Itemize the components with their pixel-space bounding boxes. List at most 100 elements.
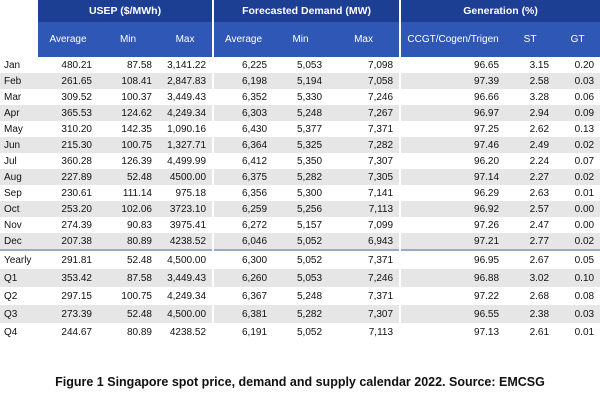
table-cell: 2.58	[505, 73, 556, 89]
table-cell: 100.75	[98, 137, 158, 153]
table-cell: 1,327.71	[158, 137, 214, 153]
table-cell: 5,330	[297, 91, 323, 103]
table-cell: 5,256	[273, 201, 329, 217]
table-row: Q1 353.42 87.58 3,449.43 6,260 5,053 7,246 96.8…	[0, 269, 600, 287]
row-label: Jun	[0, 137, 38, 153]
table-cell: 0.03	[555, 305, 600, 323]
table-row: Q4 244.67 80.89 4238.52 6,191 5,052 7,113 97.13…	[0, 323, 600, 341]
table-cell: 5,053	[297, 59, 323, 71]
table-cell: 6,943	[328, 233, 401, 250]
column-header: Min	[98, 22, 158, 57]
table-cell: 7,058	[328, 73, 401, 89]
table-cell: 7,141	[368, 187, 394, 199]
table-cell: 108.41	[98, 73, 158, 89]
table-cell: 7,246	[368, 91, 394, 103]
table-cell: 5,052	[273, 249, 329, 269]
table-cell: 0.07	[574, 155, 595, 167]
table-cell: 100.75	[121, 290, 152, 302]
table-cell: 111.14	[122, 187, 152, 199]
table-cell: 7,113	[328, 201, 401, 217]
table-cell: 2.38	[505, 305, 556, 323]
table-cell: 52.48	[98, 169, 158, 185]
table-cell: 0.09	[555, 105, 600, 121]
table-row: Yearly 291.81 52.48 4,500.00 6,300 5,052 7,371…	[0, 249, 600, 269]
table-cell: 6,272	[212, 217, 274, 233]
column-header: ST	[505, 22, 556, 57]
table-cell: 0.03	[555, 73, 600, 89]
column-header-row: Average Min Max Average Min Max CCGT/Cogen/Tri…	[0, 22, 600, 57]
table-cell: 7,307	[368, 155, 394, 167]
row-label: Jan	[4, 59, 21, 71]
table-cell: 97.39	[399, 73, 506, 89]
table-cell: 6,356	[212, 185, 274, 201]
row-label: May	[4, 123, 23, 135]
table-cell: 96.88	[399, 269, 506, 287]
table-row: May 310.20 142.35 1,090.16 6,430 5,377 7,371 97…	[0, 121, 600, 137]
table-cell: 5,248	[297, 290, 323, 302]
table-cell: 3.15	[529, 59, 550, 71]
table-cell: 2.49	[505, 137, 556, 153]
table-cell: 5,325	[273, 137, 329, 153]
table-cell: 87.58	[126, 59, 152, 71]
table-cell: 96.95	[399, 249, 506, 269]
table-cell: 2.77	[505, 233, 556, 250]
table-row: Q3 273.39 52.48 4,500.00 6,381 5,282 7,307 96.5…	[0, 305, 600, 323]
table-cell: 0.00	[555, 201, 600, 217]
table-cell: 5,248	[273, 105, 329, 121]
row-label: Q2	[4, 290, 18, 302]
table-cell: 975.18	[175, 187, 207, 199]
table-cell: 80.89	[126, 326, 152, 338]
table-cell: 7,307	[328, 305, 401, 323]
table-cell: 7,246	[328, 269, 401, 287]
table-cell: 4,500.00	[158, 305, 214, 323]
table-cell: 7,113	[368, 326, 394, 338]
table-cell: 52.48	[98, 305, 158, 323]
table-cell: 0.10	[555, 269, 600, 287]
table-cell: 480.21	[61, 59, 92, 71]
table-cell: 97.46	[399, 137, 506, 153]
table-cell: 96.65	[399, 57, 506, 73]
column-header: GT	[555, 22, 600, 57]
table-cell: 3.28	[529, 91, 550, 103]
table-cell: 90.83	[126, 219, 152, 231]
table-cell: 309.52	[61, 91, 92, 103]
table-cell: 96.66	[399, 89, 506, 105]
table-cell: 2.94	[505, 105, 556, 121]
table-cell: 0.05	[555, 249, 600, 269]
table-cell: 2,847.83	[158, 73, 214, 89]
table-cell: 2.67	[505, 249, 556, 269]
table-cell: 6,367	[212, 287, 274, 305]
table-cell: 3,449.43	[158, 269, 214, 287]
table-cell: 4,500.00	[158, 249, 214, 269]
row-label: Dec	[0, 233, 38, 250]
table-cell: 0.20	[574, 59, 595, 71]
table-cell: 6,260	[212, 269, 274, 287]
table-cell: 0.01	[574, 326, 595, 338]
table-cell: 0.00	[574, 219, 595, 231]
table-cell: 6,430	[212, 121, 274, 137]
row-label: Yearly	[0, 249, 38, 269]
table-cell: 5,052	[273, 233, 329, 250]
table-cell: 6,046	[212, 233, 274, 250]
table-cell: 6,259	[212, 201, 274, 217]
table-cell: 5,300	[297, 187, 323, 199]
table-cell: 96.55	[399, 305, 506, 323]
corner-cell	[0, 0, 38, 57]
table-cell: 5,377	[297, 123, 323, 135]
table-cell: 360.28	[61, 155, 92, 167]
table-cell: 97.25	[399, 121, 506, 137]
table-cell: 4500.00	[158, 169, 214, 185]
table-cell: 3,449.43	[167, 91, 207, 103]
table-cell: 96.97	[399, 105, 506, 121]
row-label: Apr	[0, 105, 38, 121]
table-cell: 310.20	[61, 123, 92, 135]
table-cell: 97.22	[399, 287, 506, 305]
table-cell: 3,141.22	[167, 59, 207, 71]
table-cell: 6,364	[212, 137, 274, 153]
table-cell: 102.06	[98, 201, 158, 217]
table-cell: 6,191	[212, 323, 274, 341]
table-cell: 2.62	[529, 123, 550, 135]
table-cell: 7,098	[368, 59, 394, 71]
row-label: Oct	[0, 201, 38, 217]
table-cell: 126.39	[121, 155, 152, 167]
